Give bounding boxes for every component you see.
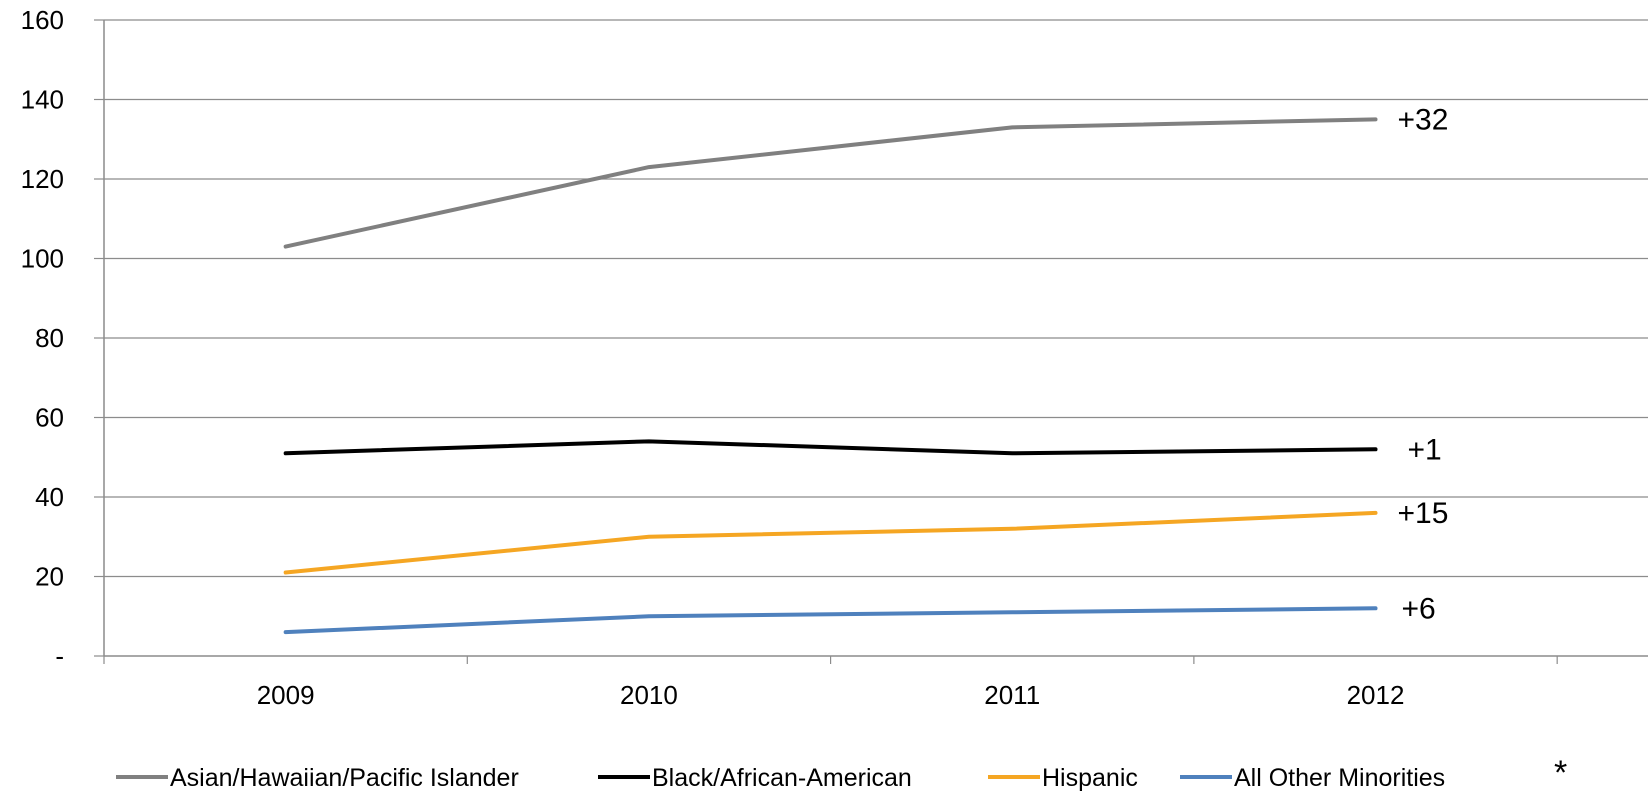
x-tick-label: 2011 xyxy=(984,680,1040,710)
axes xyxy=(94,19,1648,664)
y-tick-label: 80 xyxy=(35,323,64,353)
series-end-label: +15 xyxy=(1398,497,1449,530)
series-line xyxy=(283,606,1378,635)
series-line xyxy=(283,510,1378,575)
y-tick-label: 40 xyxy=(35,482,64,512)
series-end-label: +32 xyxy=(1398,103,1449,136)
legend-label: Hispanic xyxy=(1042,764,1138,792)
x-tick-labels: 2009 2010 2011 2012 xyxy=(257,680,1405,710)
series-line xyxy=(283,117,1378,249)
y-tick-label: 60 xyxy=(35,403,64,433)
legend-label: Black/African-American xyxy=(652,764,912,792)
y-tick-label: 100 xyxy=(21,244,64,274)
x-tick-label: 2009 xyxy=(257,680,315,710)
legend-label: Asian/Hawaiian/Pacific Islander xyxy=(170,764,519,792)
x-tick-label: 2012 xyxy=(1347,680,1405,710)
gridlines xyxy=(104,19,1648,578)
y-tick-label: 140 xyxy=(21,85,64,115)
series-lines xyxy=(283,117,1378,635)
y-tick-label: 120 xyxy=(21,164,64,194)
x-tick-label: 2010 xyxy=(620,680,678,710)
y-tick-label: 160 xyxy=(21,5,64,35)
y-tick-label: 20 xyxy=(35,562,64,592)
series-line xyxy=(283,439,1378,456)
y-tick-label: - xyxy=(55,641,64,671)
y-tick-labels: - 20 40 60 80 100 120 140 160 xyxy=(21,5,64,671)
end-labels: +32 +1 +15 +6 xyxy=(1398,103,1449,625)
series-end-label: +1 xyxy=(1408,433,1442,466)
legend-label: All Other Minorities xyxy=(1234,764,1445,792)
series-end-label: +6 xyxy=(1402,592,1436,625)
legend-note-asterisk: * xyxy=(1554,754,1567,792)
legend: Asian/Hawaiian/Pacific Islander Black/Afr… xyxy=(116,754,1567,792)
